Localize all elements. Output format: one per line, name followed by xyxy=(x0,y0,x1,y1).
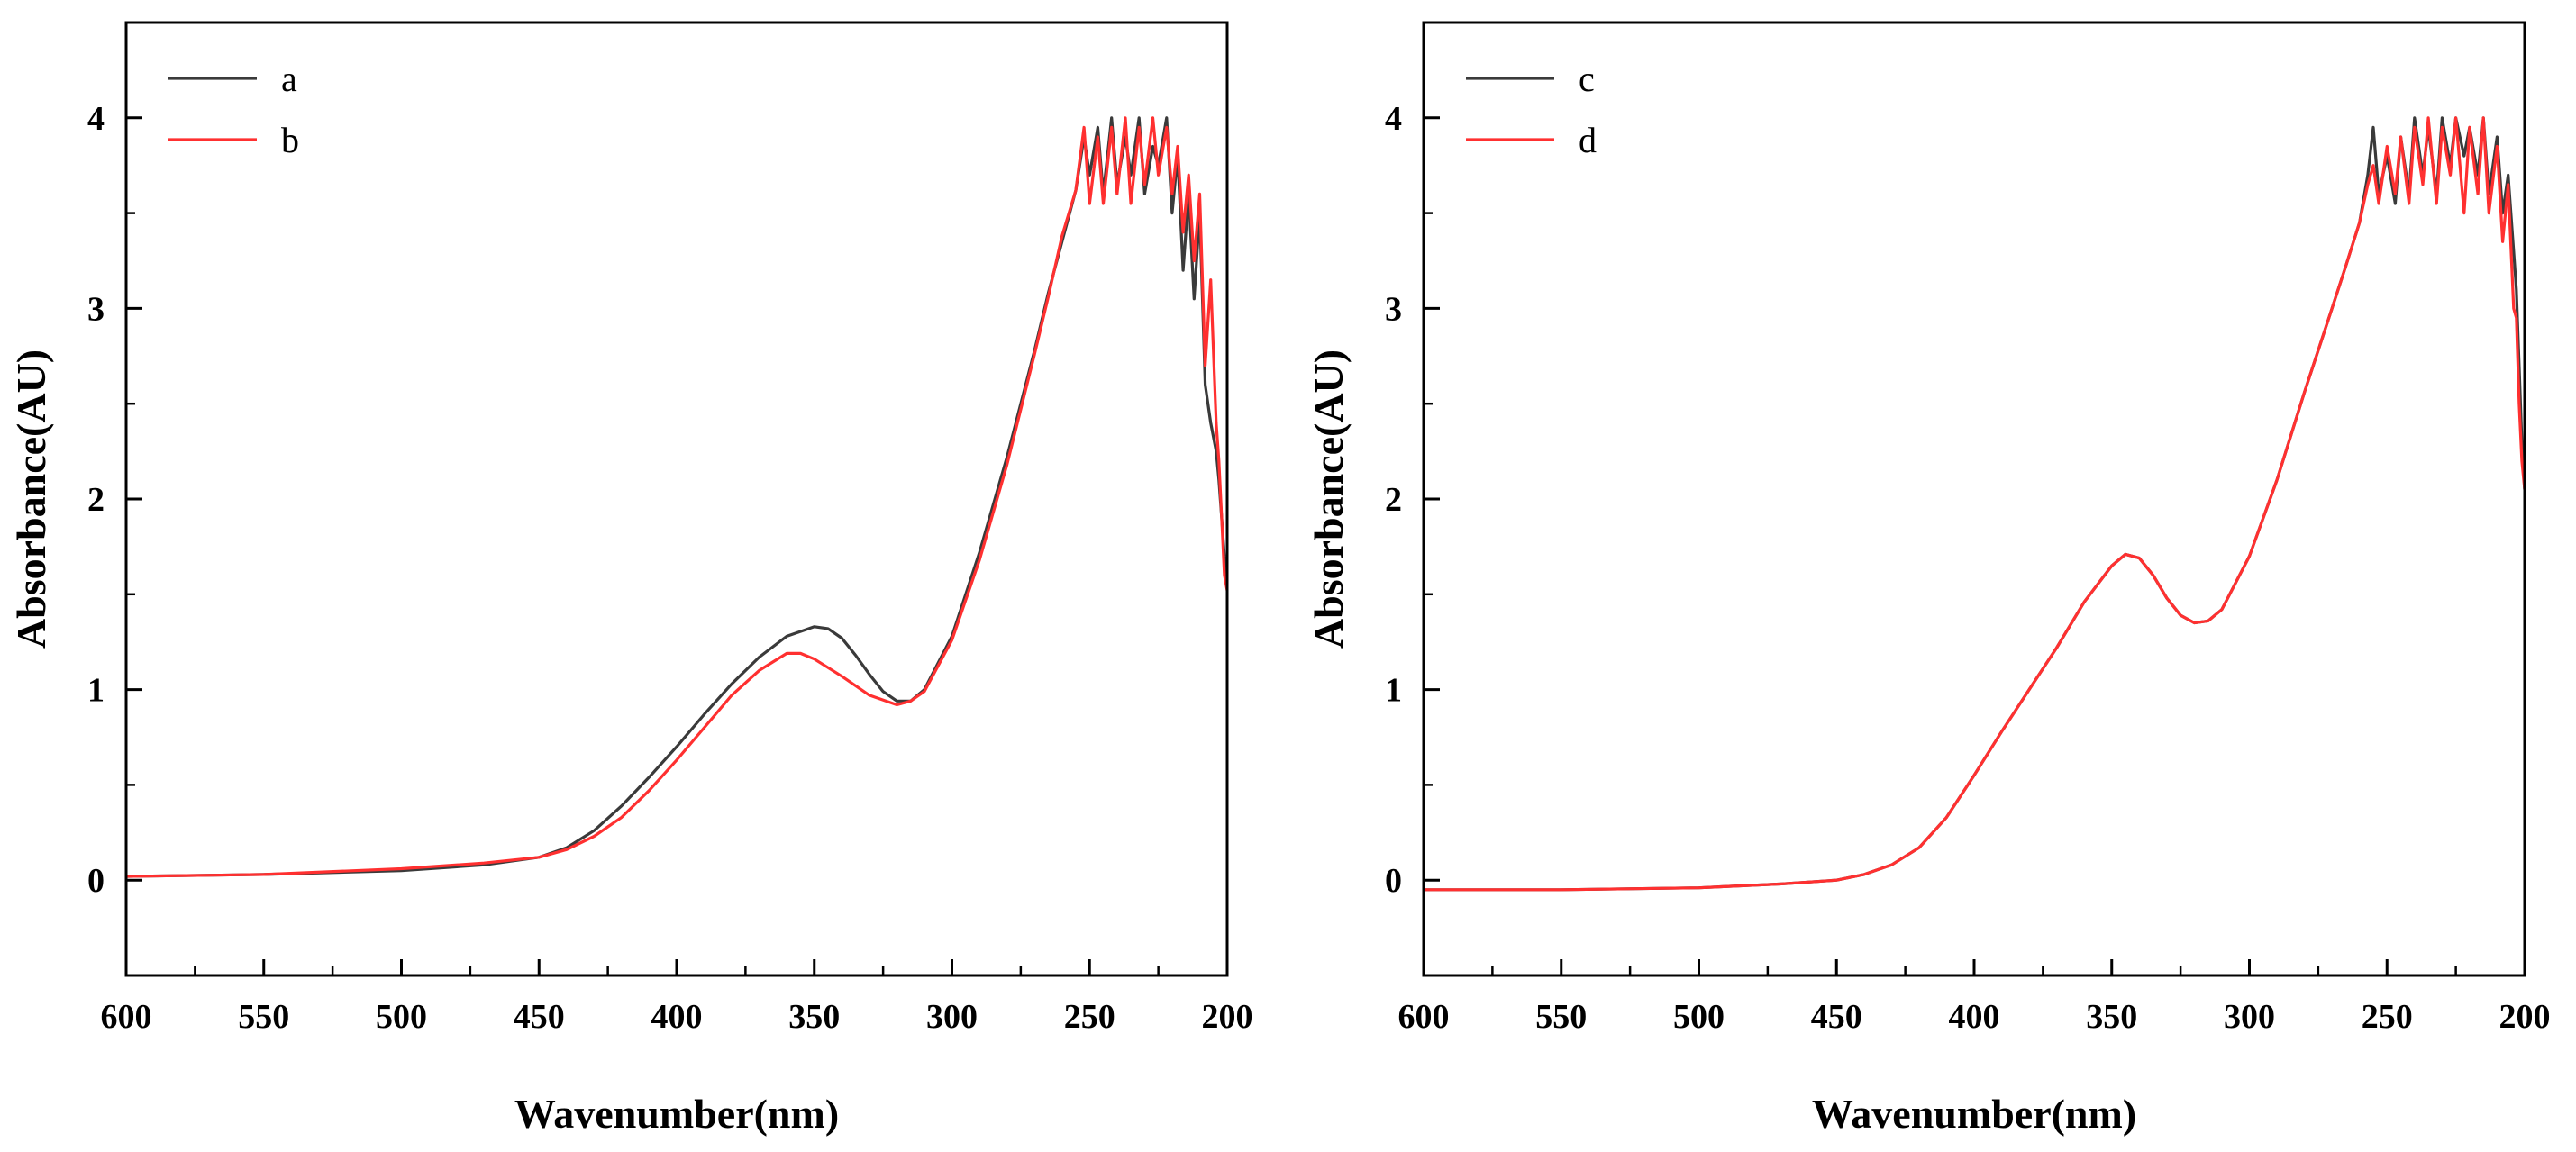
y-tick-label: 3 xyxy=(1385,290,1402,328)
x-tick-label: 300 xyxy=(2224,998,2275,1036)
plot-frame xyxy=(124,21,1229,977)
x-tick-label: 400 xyxy=(651,998,703,1036)
legend-label-b: b xyxy=(281,120,299,160)
x-axis-title: Wavenumber(nm) xyxy=(1812,1091,2136,1137)
x-tick-label: 200 xyxy=(2499,998,2551,1036)
x-axis-title: Wavenumber(nm) xyxy=(514,1091,839,1137)
chart-panel-right: 600 550 500 450 400 350 300 250 200 0 1 2 3 4 cd Wavenu… xyxy=(1306,21,2551,1137)
x-tick-label: 400 xyxy=(1949,998,2000,1036)
x-tick-label: 550 xyxy=(238,998,289,1036)
y-tick-label: 1 xyxy=(1385,672,1402,710)
legend-label-c: c xyxy=(1579,59,1595,99)
series-line-d xyxy=(1424,116,2525,892)
y-tick-label: 3 xyxy=(87,290,105,328)
legend-label-d: d xyxy=(1579,120,1597,160)
x-tick-label: 600 xyxy=(1398,998,1450,1036)
legend-label-a: a xyxy=(281,59,297,99)
x-tick-label: 200 xyxy=(1202,998,1253,1036)
x-tick-label: 550 xyxy=(1535,998,1587,1036)
plot-frame xyxy=(1422,21,2526,977)
chart-panel-left: 600 550 500 450 400 350 300 250 200 0 1 2 3 4 ab Wavenu… xyxy=(8,21,1253,1137)
x-tick-label: 350 xyxy=(788,998,840,1036)
x-tick-label: 250 xyxy=(2362,998,2413,1036)
x-tick-label: 500 xyxy=(376,998,427,1036)
y-tick-label: 0 xyxy=(87,862,105,900)
y-tick-label: 2 xyxy=(1385,481,1402,519)
y-tick-label: 4 xyxy=(87,100,105,138)
y-tick-label: 0 xyxy=(1385,862,1402,900)
series-line-b xyxy=(126,116,1227,878)
x-tick-label: 600 xyxy=(101,998,152,1036)
x-tick-label: 250 xyxy=(1064,998,1115,1036)
x-tick-label: 450 xyxy=(514,998,565,1036)
x-tick-label: 350 xyxy=(2086,998,2137,1036)
y-tick-label: 2 xyxy=(87,481,105,519)
y-axis-title: Absorbance(AU) xyxy=(8,349,54,649)
y-axis-title: Absorbance(AU) xyxy=(1306,349,1352,649)
x-tick-label: 450 xyxy=(1811,998,1862,1036)
y-tick-label: 1 xyxy=(87,672,105,710)
x-tick-label: 300 xyxy=(926,998,978,1036)
y-tick-label: 4 xyxy=(1385,100,1402,138)
x-tick-label: 500 xyxy=(1673,998,1725,1036)
